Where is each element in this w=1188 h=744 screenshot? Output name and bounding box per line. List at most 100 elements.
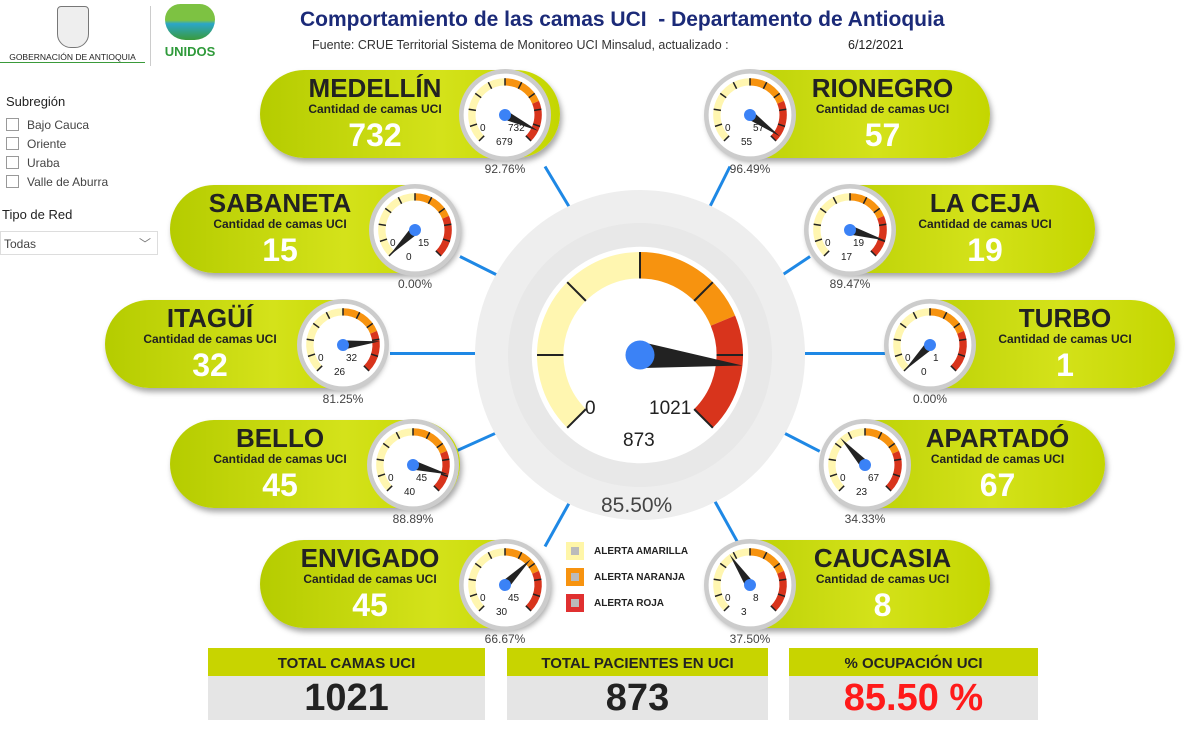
checkbox[interactable] [6,137,19,150]
gauge-tick [366,322,374,329]
card-title: % OCUPACIÓN UCI [789,648,1038,676]
gauge-tick [528,562,536,569]
gauge-tick [892,473,901,478]
gauge-tick [870,250,877,257]
gauge-tick [525,135,532,142]
gauge-tick [382,442,390,449]
gauge-tick [474,92,482,99]
gauge-max: 57 [753,123,765,134]
gauge-needle [342,340,380,350]
gauge-min: 0 [480,123,486,134]
gauge-tick [693,281,714,302]
gauge-needle [729,554,754,588]
gauge-tick [777,123,786,128]
gauge-max: 732 [508,123,525,134]
red-type-label: Tipo de Red [2,207,73,222]
city-name: APARTADÓ [925,423,1070,453]
card-value: 1021 [304,677,389,719]
total-patients-card: TOTAL PACIENTES EN UCI 873 [507,648,768,720]
subregion-option[interactable]: Valle de Aburra [6,172,108,191]
gauge-tick [566,281,587,302]
gauge-band [306,308,344,372]
subregion-option[interactable]: Uraba [6,153,108,172]
gauge-hub [407,459,419,471]
gauge-tick [723,605,730,612]
city-occupancy-pct: 81.25% [322,392,364,406]
gauge-tick [370,353,379,358]
gauge-band [950,330,967,372]
option-label: Uraba [27,155,60,170]
gauge-hub [499,579,511,591]
gauge-max: 19 [853,238,865,249]
checkbox[interactable] [6,156,19,169]
center-value-label: 873 [623,430,655,451]
gauge-hub [409,224,421,236]
subregion-option[interactable]: Bajo Cauca [6,115,108,134]
city-subtitle: Cantidad de camas UCI [918,217,1052,231]
gauge-tick [873,207,881,214]
gauge-tick [950,365,957,372]
gauge-min: 0 [725,593,731,604]
gauge-value: 40 [404,487,416,498]
gauge-band [864,428,899,454]
unidos-logo: UNIDOS [160,4,220,59]
gauge-min: 0 [825,238,831,249]
dropdown-value: Todas [4,237,37,251]
gauge-band [693,315,743,428]
checkbox[interactable] [6,175,19,188]
center-pct-label: 85.50% [601,494,673,517]
gauge-tick [440,473,449,478]
gauge-needle [747,111,780,137]
page-title: Comportamiento de las camas UCI - Depart… [300,8,945,31]
city-subtitle: Cantidad de camas UCI [143,332,277,346]
gauge-band [713,548,751,612]
gauge-tick [478,605,485,612]
gauge-tick [517,81,523,90]
org-name: GOBERNACIÓN DE ANTIOQUIA [0,52,145,63]
city-occupancy-pct: 92.76% [484,162,526,176]
gauge-band [770,570,787,612]
gauge-tick [379,238,388,243]
gauge-tick [307,353,316,358]
city-subtitle: Cantidad de camas UCI [815,572,950,586]
gauge-band [525,100,542,142]
gauge-tick [888,442,896,449]
update-date: 6/12/2021 [848,38,904,52]
center-max-label: 1021 [649,398,692,419]
gauge-tick [942,311,948,320]
gauge-band [412,428,447,454]
subregion-option[interactable]: Oriente [6,134,108,153]
city-gauge: 0 45 40 [366,418,460,512]
gauge-tick [436,442,444,449]
center-min-label: 0 [585,398,596,419]
city-name: LA CEJA [929,188,1041,218]
city-name: CAUCASIA [813,543,952,573]
city-beds: 57 [864,117,901,153]
gauge-tick [533,578,542,582]
gauge-tick [441,458,450,462]
connector-line [805,352,885,355]
legend-item-orange: ALERTA NARANJA [566,564,688,590]
city-gauge: 0 19 17 [803,183,897,277]
city-subtitle: Cantidad de camas UCI [815,102,950,116]
city-subtitle: Cantidad de camas UCI [998,332,1132,346]
checkbox[interactable] [6,118,19,131]
gauge-tick [958,338,967,342]
city-beds: 732 [348,117,402,153]
gauge-min: 0 [840,473,846,484]
connector-line [390,352,475,355]
city-beds: 67 [979,467,1016,503]
red-type-dropdown[interactable]: Todas ﹀ [0,231,158,255]
city-name: SABANETA [208,188,352,218]
center-gauge-dial [475,190,805,520]
gauge-band [828,428,866,492]
gauge-tick [770,605,777,612]
city-name: ITAGÜÍ [166,303,254,333]
gauge-band [433,450,450,492]
gauge-band [749,78,784,104]
city-gauge: 0 32 26 [296,298,390,392]
subregion-slicer: Subregión Bajo Cauca Oriente Uraba Valle… [6,94,108,191]
gauge-needle [848,225,886,241]
gauge-max: 67 [868,473,880,484]
